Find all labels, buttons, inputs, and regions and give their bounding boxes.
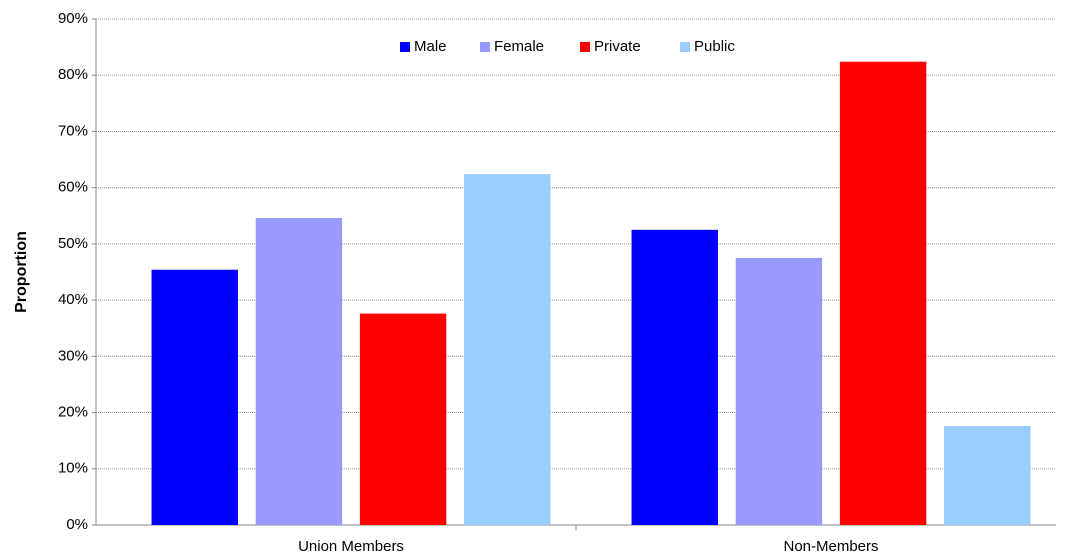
bar (735, 257, 823, 525)
bar (151, 269, 238, 525)
y-axis-label: Proportion (13, 231, 30, 313)
y-tick-label: 20% (58, 404, 88, 421)
legend-swatch (580, 42, 590, 52)
y-tick-label: 60% (58, 179, 88, 196)
bar (944, 426, 1031, 525)
x-tick-label: Non-Members (783, 538, 878, 555)
bar (359, 313, 447, 525)
bar (464, 174, 551, 525)
y-tick-label: 0% (66, 516, 88, 533)
x-tick-label: Union Members (298, 538, 404, 555)
y-tick-label: 30% (58, 347, 88, 364)
legend-label: Male (414, 38, 447, 55)
legend-label: Public (694, 38, 735, 55)
legend-swatch (680, 42, 690, 52)
legend-swatch (480, 42, 490, 52)
y-tick-label: 10% (58, 460, 88, 477)
y-tick-label: 50% (58, 235, 88, 252)
y-tick-label: 80% (58, 66, 88, 83)
legend-label: Female (494, 38, 544, 55)
bar (839, 61, 927, 526)
y-tick-label: 90% (58, 10, 88, 27)
bar (631, 229, 718, 526)
bar (255, 218, 343, 525)
y-tick-label: 40% (58, 291, 88, 308)
y-tick-label: 70% (58, 122, 88, 139)
legend-swatch (400, 42, 410, 52)
legend-label: Private (594, 38, 641, 55)
